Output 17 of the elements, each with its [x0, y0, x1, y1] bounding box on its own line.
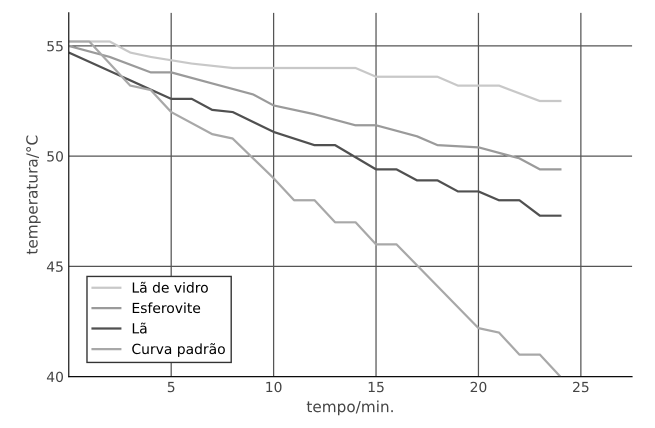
x-axis-title: tempo/min.: [306, 400, 393, 416]
y-tick-label: 40: [46, 372, 63, 382]
y-tick-label: 50: [47, 151, 63, 162]
line-series: [68, 40, 562, 377]
y-axis-title: temperatura/°C: [26, 136, 41, 254]
legend-label: Lã: [132, 322, 146, 334]
y-tick-label: 55: [47, 41, 63, 52]
legend-label: Esferovite: [132, 302, 200, 314]
legend-label: Lã de vidro: [132, 282, 208, 293]
x-tick-label: 5: [168, 382, 174, 392]
x-tick-label: 20: [470, 382, 486, 392]
x-tick-label: 25: [573, 382, 588, 392]
x-tick-label: 10: [266, 382, 282, 392]
line-series: [68, 44, 562, 170]
x-tick-label: 15: [368, 382, 384, 392]
legend-label: Curva padrão: [132, 343, 225, 357]
y-tick-label: 45: [46, 262, 63, 272]
